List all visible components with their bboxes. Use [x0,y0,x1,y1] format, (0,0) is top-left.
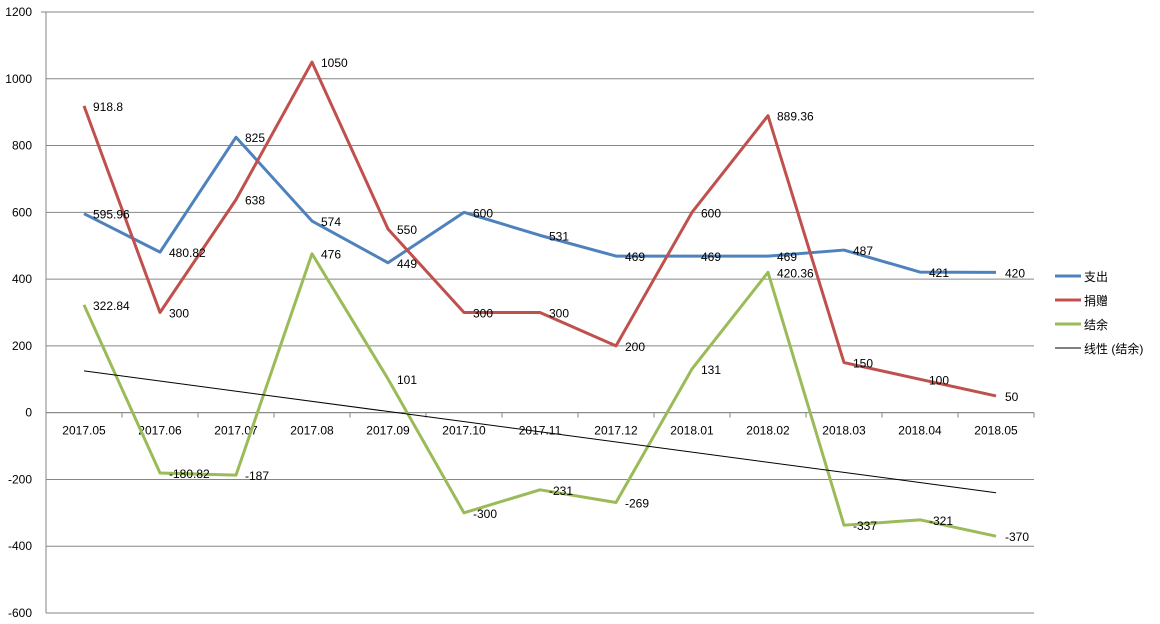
x-tick-label: 2017.07 [214,424,258,438]
data-label: 420 [1005,266,1025,280]
x-tick-label: 2017.10 [442,424,486,438]
data-label: 1050 [321,56,348,70]
y-tick-label: 1000 [5,72,32,86]
x-tick-label: 2018.03 [822,424,866,438]
y-tick-label: 0 [25,406,32,420]
x-tick-label: 2018.01 [670,424,714,438]
data-label: 421 [929,266,949,280]
data-label: 480.82 [169,246,206,260]
data-label: -370 [1005,530,1029,544]
data-label: 600 [473,206,493,220]
legend-label: 结余 [1084,317,1108,332]
data-label: -187 [245,469,269,483]
data-label: -269 [625,496,649,510]
x-tick-label: 2017.09 [366,424,410,438]
data-label: 487 [853,244,873,258]
data-label: 469 [701,250,721,264]
series-line-3 [82,252,997,538]
data-label: 131 [701,363,721,377]
data-label: 595.96 [93,208,130,222]
data-label: 825 [245,131,265,145]
data-label: -321 [929,514,953,528]
data-label: 300 [549,307,569,321]
data-label: -231 [549,484,573,498]
data-label: 531 [549,229,569,243]
y-tick-label: -400 [8,539,32,553]
x-tick-label: 2017.06 [138,424,182,438]
data-label: 550 [397,223,417,237]
data-label: 101 [397,373,417,387]
x-tick-label: 2017.05 [62,424,106,438]
data-label: 469 [777,250,797,264]
data-label: -300 [473,507,497,521]
trendline [83,370,997,494]
x-tick-label: 2018.02 [746,424,790,438]
legend-label: 捐赠 [1084,294,1108,308]
data-label: 300 [169,307,189,321]
x-tick-label: 2018.04 [898,424,942,438]
y-tick-label: 600 [12,205,32,219]
data-label: 574 [321,215,341,229]
data-label: 889.36 [777,110,814,124]
data-label: 918.8 [93,100,123,114]
data-label: 100 [929,373,949,387]
series-line-1 [83,135,997,274]
x-tick-label: 2017.12 [594,424,638,438]
legend-label: 支出 [1084,270,1108,284]
data-label: 300 [473,307,493,321]
data-label: -337 [853,519,877,533]
x-tick-label: 2018.05 [974,424,1018,438]
data-label: 200 [625,340,645,354]
data-label: 600 [701,206,721,220]
y-tick-label: 800 [12,139,32,153]
x-tick-label: 2017.11 [519,424,562,438]
data-label: 150 [853,357,873,371]
y-tick-label: 200 [12,339,32,353]
y-tick-label: -200 [8,472,32,486]
data-label: -180.82 [169,467,210,481]
legend-label: 线性 (结余) [1084,341,1143,356]
data-label: 322.84 [93,299,130,313]
data-label: 469 [625,250,645,264]
data-label: 476 [321,248,341,262]
y-tick-label: 400 [12,272,32,286]
series-line-2 [82,60,997,398]
y-tick-label: -600 [8,606,32,620]
data-label: 420.36 [777,266,814,280]
data-label: 50 [1005,390,1019,404]
y-tick-label: 1200 [5,5,32,19]
x-tick-label: 2017.08 [290,424,334,438]
data-label: 449 [397,257,417,271]
data-label: 638 [245,194,265,208]
